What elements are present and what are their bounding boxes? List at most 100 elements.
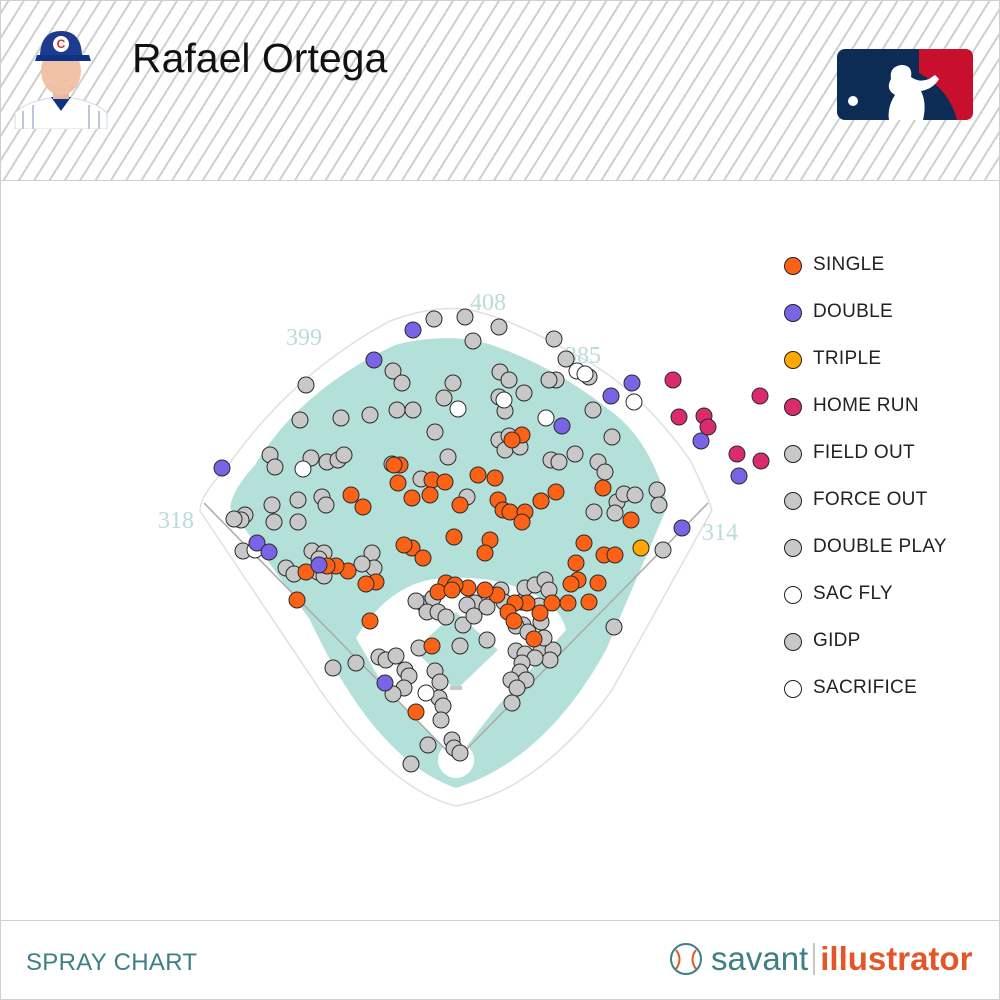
legend: SINGLE DOUBLE TRIPLE HOME RUN FIELD OUT … [783, 245, 983, 715]
hit-point-double [553, 417, 571, 435]
hit-point-single [297, 563, 315, 581]
hit-point-single [580, 593, 598, 611]
distance-label: 399 [286, 325, 322, 351]
hit-point-out [404, 401, 422, 419]
batted-ball-points [213, 308, 770, 773]
hit-point-out [541, 651, 559, 669]
hit-point-double [376, 674, 394, 692]
hit-point-white [495, 391, 513, 409]
hit-point-white [625, 393, 643, 411]
hit-point-out [490, 318, 508, 336]
hit-point-out [464, 332, 482, 350]
hit-point-out [266, 458, 284, 476]
brand-divider [813, 943, 816, 975]
hit-point-single [342, 486, 360, 504]
hit-point-double [623, 374, 641, 392]
hit-point-out [434, 697, 452, 715]
hit-point-single [525, 630, 543, 648]
legend-swatch [784, 586, 802, 604]
pitchers-mound [450, 686, 462, 690]
hit-point-double [673, 519, 691, 537]
cap-logo-letter: C [57, 37, 66, 51]
hit-point-out [297, 376, 315, 394]
hit-point-out [451, 637, 469, 655]
hit-point-out [347, 654, 365, 672]
distance-label: 408 [470, 290, 506, 316]
hit-point-out [225, 510, 243, 528]
hit-point-triple [632, 539, 650, 557]
hit-point-out [557, 350, 575, 368]
header-banner: C Rafael Ortega [1, 1, 999, 181]
hit-point-home-run [728, 445, 746, 463]
player-headshot: C [14, 31, 108, 129]
hit-point-out [407, 592, 425, 610]
hit-point-single [562, 575, 580, 593]
hit-point-out [603, 428, 621, 446]
legend-item: GIDP [783, 621, 983, 668]
legend-label: SACRIFICE [813, 677, 918, 698]
hit-point-single [436, 473, 454, 491]
hit-point-home-run [699, 418, 717, 436]
legend-swatch [784, 351, 802, 369]
legend-item: DOUBLE [783, 292, 983, 339]
hit-point-single [543, 594, 561, 612]
hit-point-out [456, 308, 474, 326]
legend-item: SAC FLY [783, 574, 983, 621]
hit-point-single [594, 479, 612, 497]
legend-label: DOUBLE [813, 301, 893, 322]
hit-point-single [589, 574, 607, 592]
hit-point-double [213, 459, 231, 477]
hit-point-single [443, 581, 461, 599]
legend-swatch [784, 539, 802, 557]
legend-swatch [784, 680, 802, 698]
hit-point-out [478, 598, 496, 616]
legend-item: FIELD OUT [783, 433, 983, 480]
player-name: Rafael Ortega [132, 35, 388, 81]
hit-point-white [417, 684, 435, 702]
hit-point-out [384, 362, 402, 380]
distance-label: 314 [702, 520, 738, 546]
hit-point-single [486, 469, 504, 487]
hit-point-single [503, 431, 521, 449]
legend-label: TRIPLE [813, 348, 882, 369]
hit-point-home-run [664, 371, 682, 389]
hit-point-out [566, 445, 584, 463]
hit-point-out [289, 491, 307, 509]
footer: SPRAY CHART savant illustrator [1, 920, 999, 1000]
legend-item: HOME RUN [783, 386, 983, 433]
hit-point-single [606, 546, 624, 564]
hit-point-single [423, 637, 441, 655]
hit-point-single [389, 474, 407, 492]
hit-point-out [361, 406, 379, 424]
hit-point-white [294, 460, 312, 478]
hit-point-single [354, 498, 372, 516]
legend-label: FIELD OUT [813, 442, 915, 463]
hit-point-white [576, 365, 594, 383]
hit-point-out [317, 496, 335, 514]
hit-point-single [357, 575, 375, 593]
hit-point-out [419, 736, 437, 754]
hit-point-out [606, 504, 624, 522]
hit-point-out [500, 371, 518, 389]
hit-point-single [469, 466, 487, 484]
hit-point-out [332, 409, 350, 427]
hit-point-double [365, 351, 383, 369]
hit-point-out [425, 310, 443, 328]
hit-point-out [585, 503, 603, 521]
hit-point-out [648, 481, 666, 499]
legend-swatch [784, 398, 802, 416]
hit-point-double [692, 432, 710, 450]
hit-point-single [513, 513, 531, 531]
legend-swatch [784, 257, 802, 275]
legend-item: TRIPLE [783, 339, 983, 386]
baseball-icon [670, 943, 702, 975]
hit-point-out [503, 694, 521, 712]
legend-item: SACRIFICE [783, 668, 983, 715]
hit-point-home-run [751, 387, 769, 405]
hit-point-single [505, 612, 523, 630]
legend-swatch [784, 492, 802, 510]
hit-point-single [547, 483, 565, 501]
legend-swatch [784, 633, 802, 651]
legend-label: HOME RUN [813, 395, 919, 416]
hit-point-out [432, 711, 450, 729]
